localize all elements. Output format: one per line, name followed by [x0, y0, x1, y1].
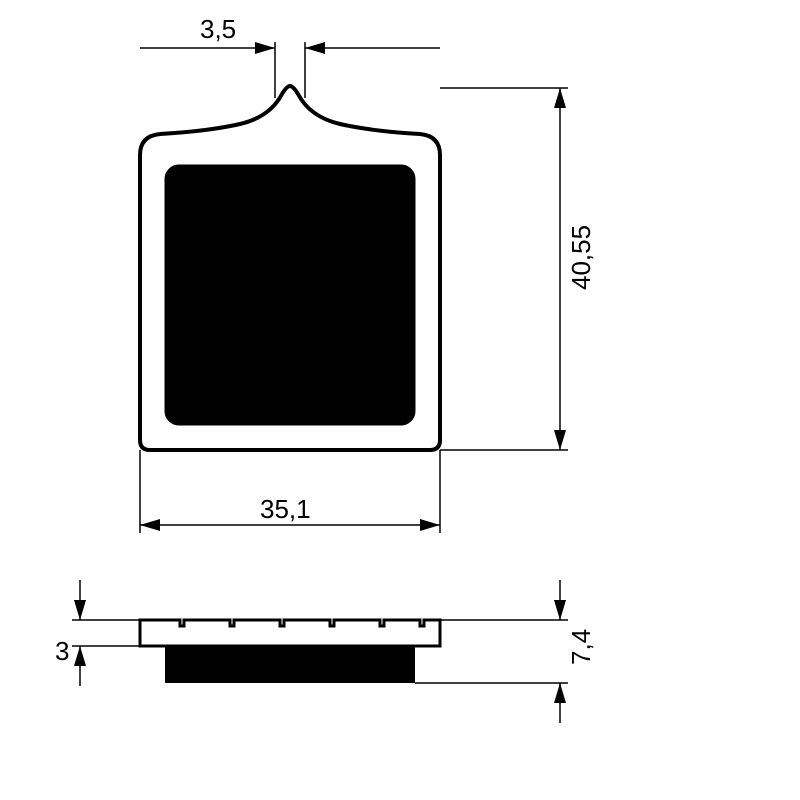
- dim-height-label: 40,55: [566, 225, 596, 290]
- side-view: [140, 620, 440, 683]
- front-view: [140, 86, 440, 450]
- side-backplate: [140, 620, 440, 646]
- dim-plate-thk-label: 3: [55, 636, 69, 666]
- technical-drawing: 3,5 35,1 3 40,55 7,4: [0, 0, 800, 800]
- dim-width-label: 35,1: [260, 494, 311, 524]
- dim-total-thk-label: 7,4: [566, 629, 596, 665]
- dim-tab-width-label: 3,5: [200, 14, 236, 44]
- friction-pad: [165, 165, 415, 425]
- side-friction-pad: [165, 646, 415, 683]
